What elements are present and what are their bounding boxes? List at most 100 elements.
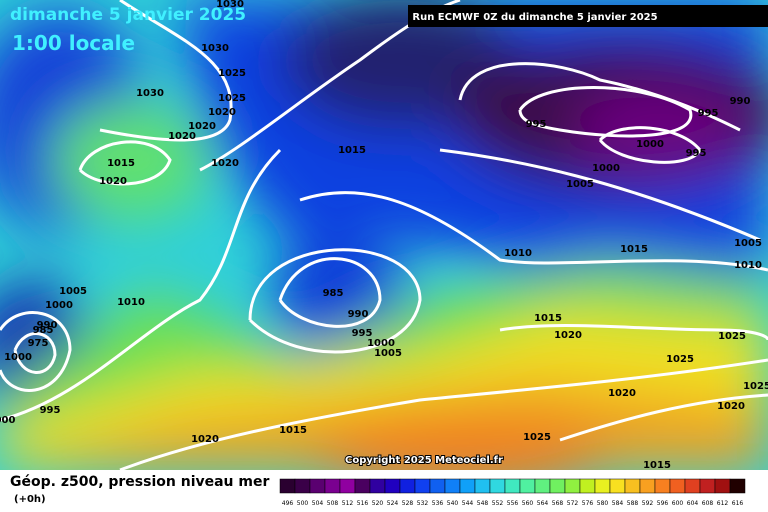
colorbar-cell <box>624 478 641 494</box>
isobar-label: 1030 <box>201 43 229 54</box>
colorbar-label: 516 <box>357 500 369 507</box>
isobar-label: 1015 <box>107 158 135 169</box>
colorbar-cell <box>549 478 566 494</box>
colorbar-cell <box>519 478 536 494</box>
colorbar-label: 580 <box>597 500 609 507</box>
isobar-label: 1020 <box>168 131 196 142</box>
isobar-label: 1025 <box>743 381 768 392</box>
isobar-label: 1005 <box>566 179 594 190</box>
isobar-label: 985 <box>323 288 344 299</box>
geopotential-field <box>0 0 768 495</box>
colorbar-cell <box>294 478 311 494</box>
colorbar-cell <box>399 478 416 494</box>
colorbar-label: 576 <box>582 500 594 507</box>
isobar-label: 1000 <box>636 139 664 150</box>
isobar-label: 1015 <box>643 460 671 471</box>
colorbar-label: 568 <box>552 500 564 507</box>
isobar-label: 1025 <box>718 331 746 342</box>
isobar-label: 1000 <box>367 338 395 349</box>
colorbar-label: 604 <box>687 500 699 507</box>
isobar-label: 1015 <box>534 313 562 324</box>
colorbar-cell <box>534 478 551 494</box>
colorbar-label: 520 <box>372 500 384 507</box>
colorbar-cell <box>339 478 356 494</box>
colorbar-cell <box>504 478 521 494</box>
isobar-label: 995 <box>686 148 707 159</box>
colorbar-cell <box>714 478 731 494</box>
colorbar-label: 544 <box>462 500 474 507</box>
isobar-label: 985 <box>33 325 54 336</box>
colorbar-cell <box>699 478 716 494</box>
colorbar-label: 608 <box>702 500 714 507</box>
colorbar-label: 508 <box>327 500 339 507</box>
colorbar-cell <box>609 478 626 494</box>
isobar-label: 1015 <box>620 244 648 255</box>
isobar-label: 995 <box>526 119 547 130</box>
colorbar-cell <box>474 478 491 494</box>
isobar-label: 990 <box>730 96 751 107</box>
run-box <box>408 5 768 27</box>
colorbar-cell <box>729 478 746 494</box>
colorbar-label: 556 <box>507 500 519 507</box>
isobar-label: 995 <box>698 108 719 119</box>
isobar-label: 1020 <box>191 434 219 445</box>
colorbar: 496 500 504 508 512 516 520 524 528 532 536 540 544 5… <box>279 478 746 507</box>
colorbar-cell <box>654 478 671 494</box>
isobar-label: 1000 <box>45 300 73 311</box>
isobar-label: 1025 <box>523 432 551 443</box>
footer-step: (+0h) <box>14 494 46 505</box>
colorbar-label: 560 <box>522 500 534 507</box>
isobar-label: 1015 <box>279 425 307 436</box>
isobar-label: 1005 <box>374 348 402 359</box>
isobars <box>0 0 768 442</box>
colorbar-cell <box>429 478 446 494</box>
colorbar-label: 592 <box>642 500 654 507</box>
colorbar-cell <box>444 478 461 494</box>
isobar-label: 990 <box>348 309 369 320</box>
colorbar-cell <box>564 478 581 494</box>
colorbar-label: 548 <box>477 500 489 507</box>
colorbar-cell <box>324 478 341 494</box>
isobar-label: 1020 <box>188 121 216 132</box>
isobar-label: 1000 <box>592 163 620 174</box>
colorbar-cell <box>639 478 656 494</box>
isobar-label: 000 <box>0 415 15 426</box>
colorbar-label: 588 <box>627 500 639 507</box>
isobar-label: 1025 <box>218 68 246 79</box>
isobar-label: 1005 <box>734 238 762 249</box>
footer-title: Géop. z500, pression niveau mer <box>10 474 269 490</box>
colorbar-cell <box>459 478 476 494</box>
colorbar-label: 616 <box>732 500 744 507</box>
colorbar-label: 528 <box>402 500 414 507</box>
isobar-label: 995 <box>352 328 373 339</box>
colorbar-label: 612 <box>717 500 729 507</box>
isobar-label: 1020 <box>608 388 636 399</box>
isobar-label: 995 <box>40 405 61 416</box>
isobar-label: 1005 <box>59 286 87 297</box>
colorbar-cell <box>354 478 371 494</box>
copyright: Copyright 2025 Meteociel.fr <box>345 455 503 466</box>
colorbar-cell <box>594 478 611 494</box>
colorbar-cell <box>684 478 701 494</box>
colorbar-label: 532 <box>417 500 429 507</box>
isobar-label: 1015 <box>338 145 366 156</box>
isobar-label: 990 <box>37 320 58 331</box>
colorbar-label: 540 <box>447 500 459 507</box>
isobar-label: 1010 <box>504 248 532 259</box>
colorbar-cell <box>384 478 401 494</box>
colorbar-label: 584 <box>612 500 624 507</box>
isobar-label: 1030 <box>216 0 244 10</box>
colorbar-cell <box>279 478 296 494</box>
colorbar-label: 496 <box>282 500 294 507</box>
isobar-label: 1025 <box>666 354 694 365</box>
time: 1:00 locale <box>12 31 135 55</box>
colorbar-label: 564 <box>537 500 549 507</box>
isobar-label: 1020 <box>554 330 582 341</box>
isobar-label: 975 <box>28 338 49 349</box>
colorbar-label: 552 <box>492 500 504 507</box>
colorbar-label: 536 <box>432 500 444 507</box>
isobar-label: 1010 <box>734 260 762 271</box>
colorbar-cell <box>309 478 326 494</box>
